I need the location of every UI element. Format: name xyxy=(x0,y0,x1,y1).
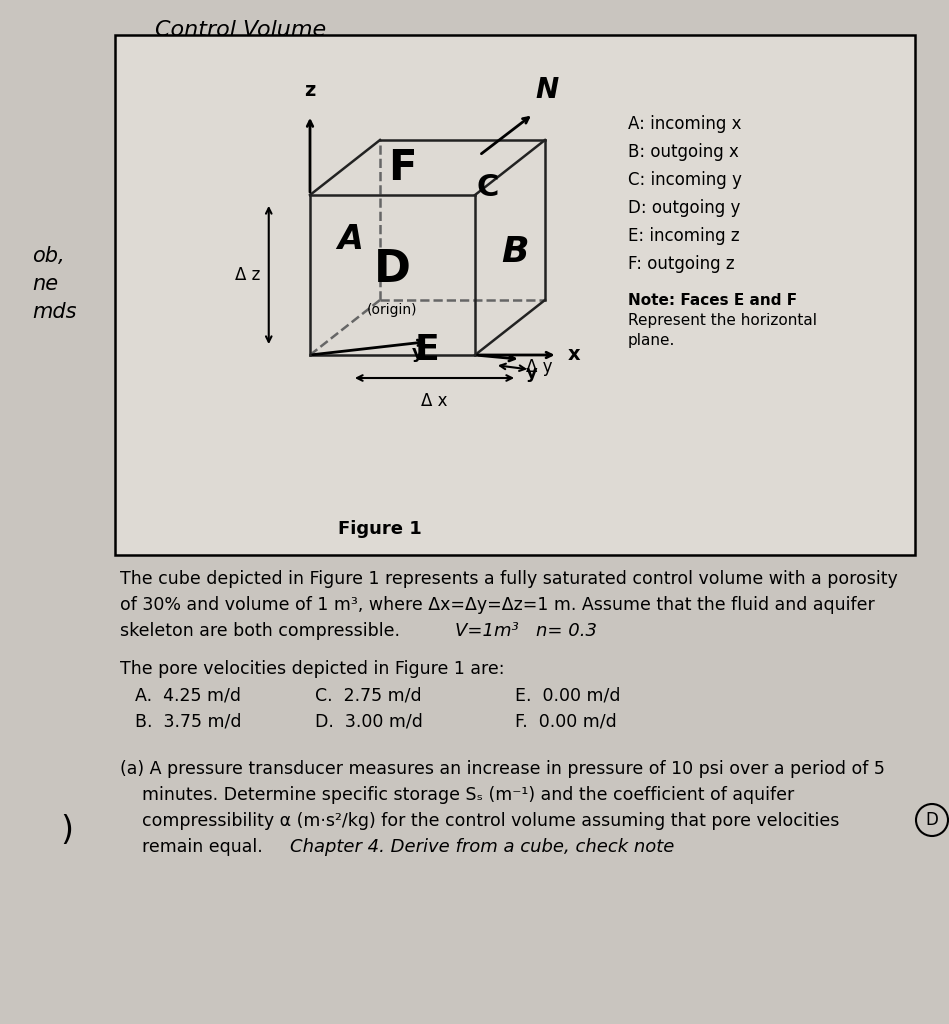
Text: ne: ne xyxy=(32,274,58,294)
Text: mds: mds xyxy=(32,302,77,322)
Text: Δ x: Δ x xyxy=(421,392,448,410)
Text: A: A xyxy=(337,223,363,256)
Text: Δ z: Δ z xyxy=(235,266,261,284)
Text: C.  2.75 m/d: C. 2.75 m/d xyxy=(315,686,421,705)
Text: B: outgoing x: B: outgoing x xyxy=(628,143,739,161)
Text: compressibility α (m·s²/kg) for the control volume assuming that pore velocities: compressibility α (m·s²/kg) for the cont… xyxy=(120,812,839,830)
Text: Note: Faces E and F: Note: Faces E and F xyxy=(628,293,797,308)
Text: Figure 1: Figure 1 xyxy=(338,520,422,538)
Text: The cube depicted in Figure 1 represents a fully saturated control volume with a: The cube depicted in Figure 1 represents… xyxy=(120,570,898,588)
Text: Control Volume: Control Volume xyxy=(155,20,326,40)
Text: D: outgoing y: D: outgoing y xyxy=(628,199,740,217)
Text: ob,: ob, xyxy=(32,246,65,266)
Text: of 30% and volume of 1 m³, where Δx=Δy=Δz=1 m. Assume that the fluid and aquifer: of 30% and volume of 1 m³, where Δx=Δy=Δ… xyxy=(120,596,875,614)
Text: D: D xyxy=(925,811,939,829)
Text: F.  0.00 m/d: F. 0.00 m/d xyxy=(515,712,617,730)
Text: (a) A pressure transducer measures an increase in pressure of 10 psi over a peri: (a) A pressure transducer measures an in… xyxy=(120,760,884,778)
Text: y: y xyxy=(526,365,537,382)
Text: E: incoming z: E: incoming z xyxy=(628,227,739,245)
Text: skeleton are both compressible.: skeleton are both compressible. xyxy=(120,622,400,640)
Bar xyxy=(115,35,915,555)
Text: A.  4.25 m/d: A. 4.25 m/d xyxy=(135,686,241,705)
Text: V=1m³   n= 0.3: V=1m³ n= 0.3 xyxy=(455,622,597,640)
Text: (origin): (origin) xyxy=(367,303,418,317)
Text: N: N xyxy=(535,76,559,104)
Text: C: C xyxy=(476,173,498,203)
Text: Chapter 4. Derive from a cube, check note: Chapter 4. Derive from a cube, check not… xyxy=(290,838,675,856)
Text: E: E xyxy=(415,333,440,367)
Text: B.  3.75 m/d: B. 3.75 m/d xyxy=(135,712,241,730)
Text: F: outgoing z: F: outgoing z xyxy=(628,255,735,273)
Text: z: z xyxy=(305,81,316,100)
Text: remain equal.: remain equal. xyxy=(120,838,263,856)
Text: y: y xyxy=(412,344,424,362)
Text: Δ y: Δ y xyxy=(527,358,553,376)
Text: B: B xyxy=(501,236,529,269)
Text: ): ) xyxy=(60,814,73,847)
Text: D: D xyxy=(374,249,411,292)
Text: x: x xyxy=(568,345,580,365)
Text: F: F xyxy=(388,146,417,188)
Text: The pore velocities depicted in Figure 1 are:: The pore velocities depicted in Figure 1… xyxy=(120,660,505,678)
Text: E.  0.00 m/d: E. 0.00 m/d xyxy=(515,686,621,705)
Text: minutes. Determine specific storage Sₛ (m⁻¹) and the coefficient of aquifer: minutes. Determine specific storage Sₛ (… xyxy=(120,786,794,804)
Text: A: incoming x: A: incoming x xyxy=(628,115,741,133)
Text: C: incoming y: C: incoming y xyxy=(628,171,742,189)
Text: plane.: plane. xyxy=(628,333,676,348)
Text: Represent the horizontal: Represent the horizontal xyxy=(628,313,817,328)
Text: D.  3.00 m/d: D. 3.00 m/d xyxy=(315,712,423,730)
